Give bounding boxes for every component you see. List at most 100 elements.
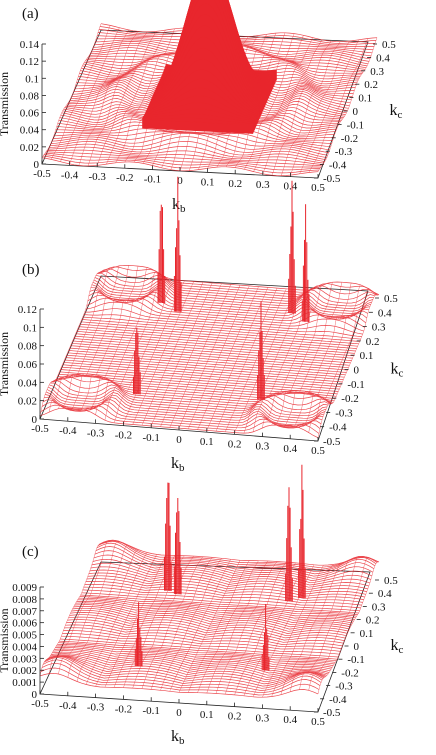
kb-tick-label: 0.3 <box>256 179 270 191</box>
spike-peak <box>133 327 141 395</box>
surface-column <box>169 284 231 428</box>
surface-column <box>141 556 204 689</box>
surface-column <box>58 265 120 409</box>
kb-axis-label: kb <box>171 728 185 747</box>
surface-column <box>290 559 352 692</box>
kc-tick-label: -0.3 <box>335 146 353 158</box>
z-tick-label: 0.009 <box>12 582 37 594</box>
spike-peak <box>288 180 296 314</box>
kc-tick-label: -0.5 <box>323 173 341 185</box>
surface-column <box>60 27 120 162</box>
kc-tick-label: -0.5 <box>323 436 341 448</box>
kb-tick-label: 0.2 <box>228 711 242 723</box>
kc-tick-label: 0 <box>353 106 359 118</box>
z-axis-label: Transmission <box>0 332 11 396</box>
surface-column <box>262 39 322 174</box>
surface-column <box>132 281 194 425</box>
kc-tick-label: -0.2 <box>341 667 358 679</box>
kb-tick-label: -0.3 <box>87 702 105 714</box>
surface-column <box>77 266 139 412</box>
kb-tick-label: -0.5 <box>33 168 51 180</box>
surface-column <box>234 289 296 433</box>
spike-peak <box>157 204 166 304</box>
surface-column <box>225 561 287 695</box>
surface-column <box>141 282 204 426</box>
surface-column <box>151 557 213 690</box>
z-tick-label: 0.12 <box>18 304 37 316</box>
z-tick-label: 0.1 <box>23 322 37 334</box>
surface-column <box>39 543 101 676</box>
z-axis: 0 0.02 0.04 0.06 0.08 0.1 0.12 Transmission <box>0 304 44 426</box>
z-tick-label: 0.002 <box>12 665 37 677</box>
kc-tick-label: 0.4 <box>378 588 392 600</box>
surface-column <box>290 282 352 429</box>
surface-column <box>95 270 157 415</box>
surface-column <box>280 282 343 428</box>
surface-column <box>299 556 361 690</box>
z-tick-label: 0.001 <box>12 677 37 689</box>
kb-axis-label: kb <box>171 455 185 474</box>
kb-tick-label: -0.1 <box>144 174 161 186</box>
kb-tick-label: -0.5 <box>31 698 49 710</box>
kc-tick-label: 0.5 <box>382 39 396 51</box>
surface-column <box>151 282 213 427</box>
z-tick-label: 0.06 <box>20 108 40 120</box>
surface-column <box>188 285 250 429</box>
spike-peak <box>164 482 172 591</box>
surface-column <box>244 35 304 170</box>
surface-column <box>308 38 368 173</box>
surface-column <box>206 287 268 431</box>
surface-column <box>67 544 129 678</box>
surface-column <box>115 28 175 163</box>
surface-column <box>206 560 268 694</box>
kc-tick-label: 0.2 <box>364 79 378 91</box>
kb-axis: -0.5 -0.4 -0.3 -0.2 -0.1 0 0.1 0.2 0.3 0.4 0.5 kb <box>33 160 325 215</box>
kc-tick-label: -0.4 <box>329 694 347 706</box>
spike-peak <box>285 487 293 602</box>
kb-axis: -0.5 -0.4 -0.3 -0.2 -0.1 0 0.1 0.2 0.3 0.4 0.5 kb <box>31 690 325 747</box>
kb-tick-label: 0.4 <box>283 443 297 455</box>
z-tick-label: 0.003 <box>12 653 37 665</box>
z-tick-label: 0.04 <box>18 377 38 389</box>
surface-column <box>225 288 287 432</box>
spike-peak <box>298 464 306 599</box>
floor-outline <box>41 29 369 179</box>
surface-column <box>39 272 102 416</box>
kc-tick-label: 0 <box>354 641 360 653</box>
z-tick-label: 0 <box>32 689 38 701</box>
kb-tick-label: 0.1 <box>200 436 214 448</box>
surface-row <box>54 374 333 405</box>
kb-tick-label: 0.5 <box>311 716 325 728</box>
z-axis-label: Transmission <box>0 72 11 136</box>
z-tick-label: 0.06 <box>18 359 38 371</box>
surface-column <box>67 265 129 411</box>
kc-tick-label: 0.4 <box>376 52 390 64</box>
kb-tick-label: 0.2 <box>228 438 242 450</box>
spike-peak <box>257 301 265 400</box>
kc-tick-label: 0.4 <box>378 307 392 319</box>
surface-column <box>253 37 313 172</box>
surface-column <box>97 31 157 166</box>
surface-column <box>281 41 341 176</box>
kc-tick-label: 0.2 <box>366 615 380 627</box>
z-tick-label: 0.08 <box>20 90 40 102</box>
z-tick-label: 0.007 <box>12 606 37 618</box>
surface-column <box>188 560 250 693</box>
surface-column <box>308 557 370 691</box>
kc-axis-label: kc <box>391 361 404 380</box>
surface-column <box>299 39 359 174</box>
central-peak <box>142 0 277 134</box>
panel-label: (c) <box>22 544 39 560</box>
kb-tick-label: -0.1 <box>142 432 159 444</box>
surface-column <box>215 288 278 432</box>
kc-tick-label: -0.1 <box>347 379 364 391</box>
kb-tick-label: -0.3 <box>87 427 105 439</box>
surface-mesh <box>39 264 380 439</box>
surface-column <box>197 286 259 430</box>
z-tick-label: 0 <box>34 159 40 171</box>
kc-tick-label: 0.5 <box>384 575 398 587</box>
kb-tick-label: 0.3 <box>256 441 270 453</box>
kb-tick-label: -0.4 <box>59 700 77 712</box>
surface-column <box>178 560 241 693</box>
kb-tick-label: 0.4 <box>283 714 297 726</box>
